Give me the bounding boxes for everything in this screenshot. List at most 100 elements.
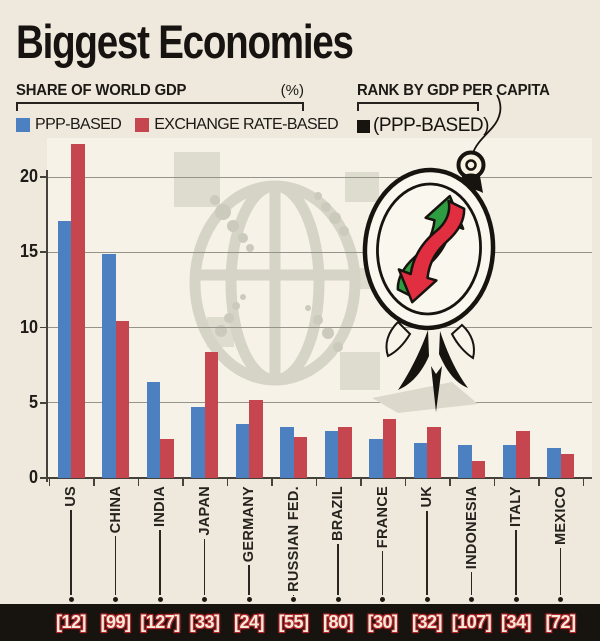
x-axis-line: [47, 477, 592, 479]
leader-dot: [113, 597, 118, 602]
right-subheader-title: RANK BY GDP PER CAPITA: [357, 82, 550, 99]
y-axis-label-0: 0: [28, 467, 38, 487]
bar-china-ppp: [102, 253, 116, 478]
legend-swatch-exchange: [135, 118, 150, 132]
leader-line: [203, 538, 206, 595]
y-axis-tick-15: [40, 251, 47, 254]
rank-value-indonesia: [107]: [451, 612, 492, 632]
left-subheader-title: SHARE OF WORLD GDP: [16, 82, 187, 99]
leader-line: [559, 548, 562, 595]
y-axis-tick-20: [40, 176, 47, 178]
bar-brazil-exchange: [338, 426, 352, 478]
bar-mexico-exchange: [560, 453, 574, 478]
leader-dot: [380, 597, 385, 602]
rank-value-uk: [32]: [411, 612, 443, 632]
legend-item-exchange: EXCHANGE RATE-BASED: [135, 116, 339, 134]
rank-value-germany: [24]: [233, 612, 265, 632]
leader-dot: [68, 597, 74, 602]
legend-label-ppp: PPP-BASED: [35, 116, 122, 133]
x-axis-tick: [182, 478, 184, 486]
rank-value-india: [127]: [140, 612, 180, 632]
bar-us-exchange: [71, 143, 85, 478]
bar-india-ppp: [146, 381, 160, 478]
y-axis-label-20: 20: [19, 166, 38, 186]
leader-line: [470, 572, 473, 595]
category-label: INDIA: [152, 486, 168, 527]
leader-dot: [558, 597, 563, 602]
category-label: UK: [419, 486, 435, 508]
x-axis-tick: [226, 478, 229, 486]
bar-brazil-ppp: [324, 431, 338, 478]
bar-russian-fed--ppp: [280, 426, 294, 478]
bar-us-ppp: [57, 220, 71, 478]
legend-item-ppp: PPP-BASED: [16, 116, 122, 134]
bar-indonesia-exchange: [471, 461, 485, 478]
gridline-5: [47, 402, 592, 404]
x-axis-tick: [582, 478, 585, 486]
category-column-7: FRANCE: [372, 486, 394, 602]
leader-dot: [157, 597, 163, 602]
category-column-1: CHINA: [105, 486, 127, 602]
rank-value-china: [99]: [100, 612, 131, 632]
category-column-0: US: [60, 486, 82, 602]
leader-dot: [246, 597, 252, 602]
legend-swatch-ppp: [16, 118, 30, 132]
chart-legend: PPP-BASED EXCHANGE RATE-BASED: [16, 116, 339, 134]
category-column-3: JAPAN: [194, 486, 216, 602]
category-column-6: BRAZIL: [327, 486, 349, 602]
x-axis-tick: [137, 478, 140, 486]
y-axis-label-5: 5: [28, 391, 38, 412]
rank-value-italy: [34]: [500, 612, 532, 632]
rank-value-us: [12]: [55, 612, 87, 632]
leader-line: [515, 529, 517, 595]
category-column-4: GERMANY: [238, 486, 260, 602]
category-label: BRAZIL: [330, 486, 346, 541]
leader-line: [381, 551, 384, 595]
gridline-15: [47, 251, 592, 253]
bar-indonesia-ppp: [458, 444, 472, 478]
rank-value-russian-fed-: [55]: [278, 612, 309, 632]
leader-dot: [335, 597, 341, 602]
leader-line: [70, 509, 72, 595]
leader-line: [426, 510, 428, 595]
rank-basis-label: (PPP-BASED): [373, 115, 489, 136]
category-column-10: ITALY: [505, 486, 527, 602]
y-axis-label-15: 15: [19, 241, 38, 262]
rank-value-mexico: [72]: [545, 612, 576, 632]
category-column-5: RUSSIAN FED.: [283, 486, 305, 602]
leader-dot: [424, 597, 430, 602]
category-label: FRANCE: [374, 486, 391, 549]
bar-uk-ppp: [413, 443, 427, 478]
category-column-9: INDONESIA: [461, 486, 483, 602]
bar-mexico-ppp: [547, 447, 561, 478]
leader-dot: [291, 597, 296, 602]
y-axis-tick-5: [40, 401, 47, 404]
rank-value-france: [30]: [367, 612, 398, 632]
percent-unit-label: (%): [280, 82, 304, 99]
bar-japan-ppp: [191, 407, 205, 478]
bar-india-exchange: [160, 438, 174, 478]
y-axis-tick-10: [40, 326, 47, 329]
gridline-20: [47, 176, 592, 178]
x-axis-tick: [404, 478, 407, 486]
right-subheader: RANK BY GDP PER CAPITA (PPP-BASED): [357, 82, 598, 137]
bar-japan-exchange: [204, 351, 218, 478]
y-axis-label-10: 10: [19, 316, 38, 337]
bar-italy-exchange: [516, 431, 530, 478]
category-label: GERMANY: [241, 486, 257, 563]
rank-marker-square: [357, 119, 370, 133]
leader-line: [159, 529, 161, 595]
right-bracket: [357, 102, 479, 111]
category-column-8: UK: [416, 486, 438, 602]
y-axis-tick-0: [40, 477, 47, 479]
bar-italy-ppp: [502, 444, 516, 478]
bar-china-exchange: [115, 321, 129, 478]
leader-line: [337, 543, 339, 595]
category-label: CHINA: [107, 486, 124, 534]
bar-france-ppp: [369, 438, 383, 478]
legend-label-exchange: EXCHANGE RATE-BASED: [154, 116, 339, 133]
left-bracket: [16, 102, 304, 111]
x-axis-tick: [538, 478, 540, 486]
x-axis-tick: [315, 478, 318, 486]
